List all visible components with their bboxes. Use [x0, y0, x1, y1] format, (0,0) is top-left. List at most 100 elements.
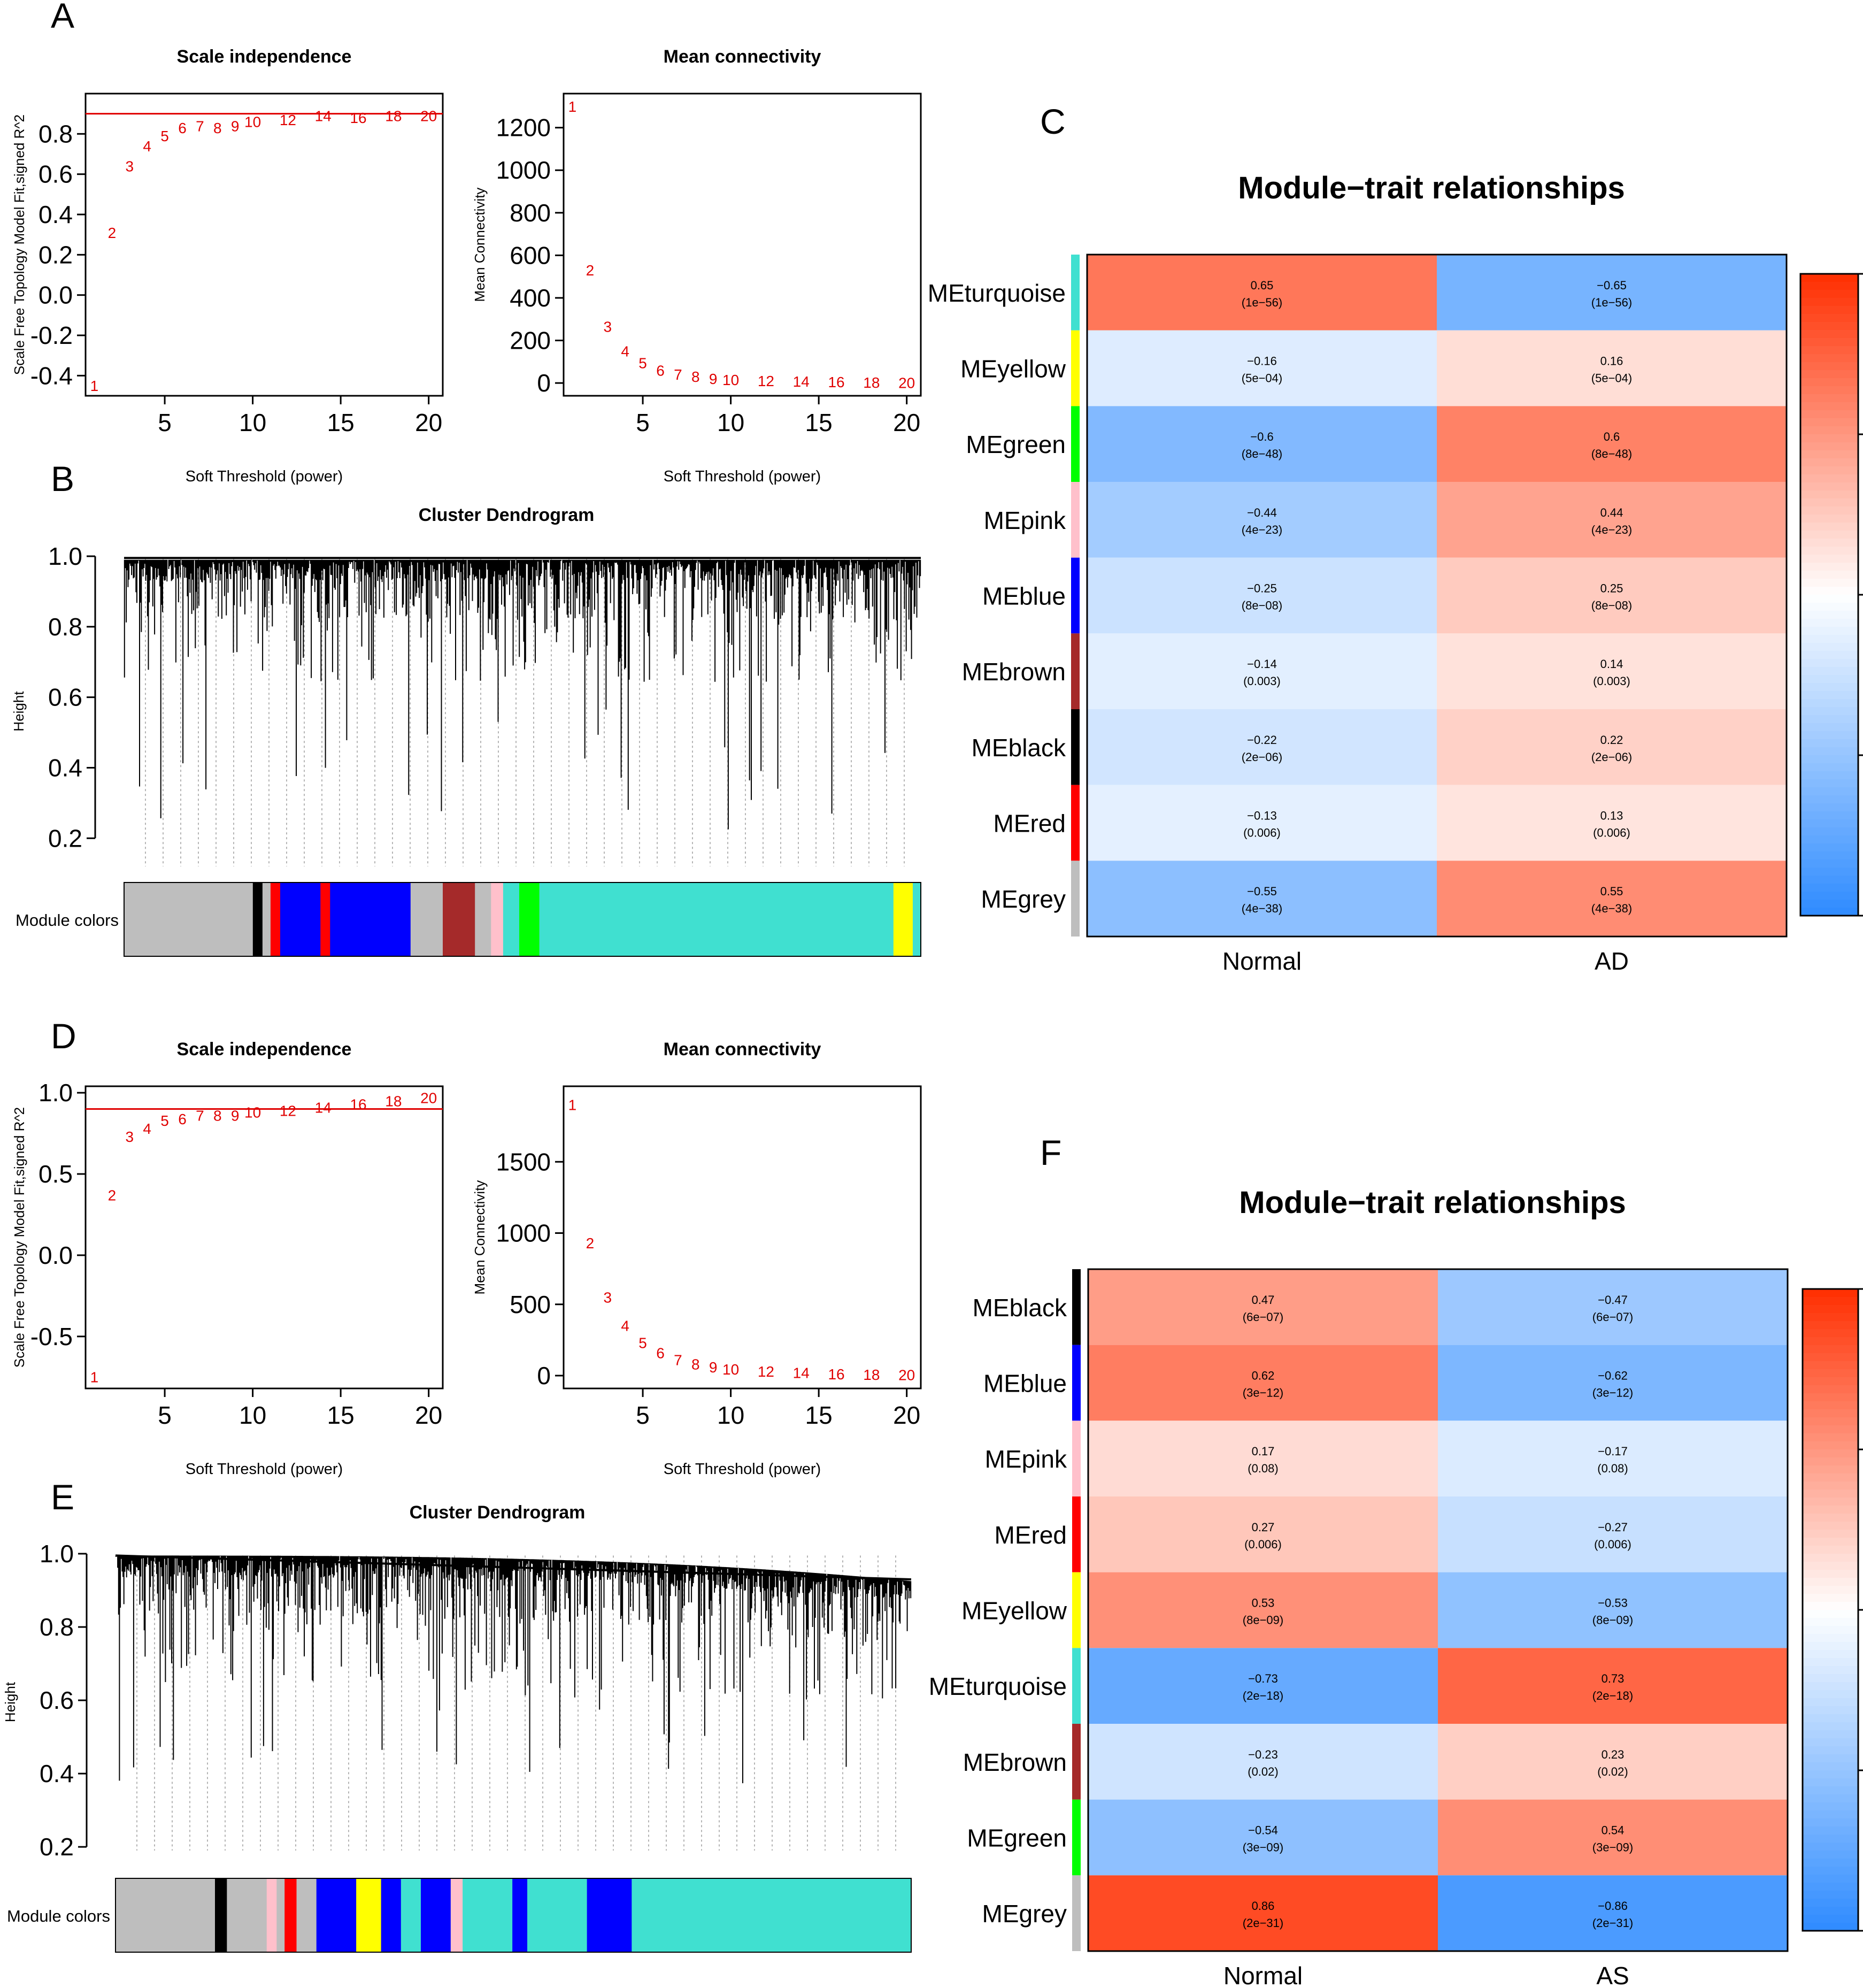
colorbar-step [1803, 1409, 1858, 1418]
heatmap-cell [1087, 557, 1437, 634]
colorbar-step [1803, 1506, 1858, 1514]
colorbar-step [1800, 531, 1858, 539]
y-tick-label: 0.4 [39, 201, 73, 228]
colorbar-step [1803, 1891, 1858, 1899]
panel-label-d: D [51, 1016, 76, 1056]
module-color-strip [1072, 1269, 1081, 1345]
colorbar-step [1803, 1851, 1858, 1859]
data-point-label: 9 [709, 371, 718, 387]
colorbar-step [1800, 346, 1858, 355]
colorbar-step [1803, 1321, 1858, 1330]
colorbar-step [1803, 1770, 1858, 1779]
module-bar-frame [115, 1878, 912, 1953]
colorbar-step [1800, 892, 1858, 900]
data-point-label: 4 [621, 1318, 629, 1334]
colorbar-step [1803, 1835, 1858, 1843]
cell-correlation: −0.23 [1248, 1748, 1278, 1761]
colorbar-step [1800, 691, 1858, 700]
cell-pvalue: (0.02) [1248, 1765, 1278, 1778]
x-tick-label: 15 [327, 1401, 355, 1429]
colorbar-step [1800, 595, 1858, 603]
y-axis-label: Mean Connectivity [472, 188, 488, 302]
data-point-label: 10 [722, 1361, 739, 1378]
module-color-segment [266, 1878, 277, 1952]
colorbar-step [1803, 1714, 1858, 1723]
data-point-label: 16 [350, 1096, 366, 1112]
colorbar-step [1800, 490, 1858, 499]
module-color-segment [491, 882, 504, 956]
colorbar-step [1800, 466, 1858, 475]
row-label: MEblack [973, 1294, 1067, 1322]
data-point-label: 7 [674, 1352, 682, 1369]
module-color-strip [1072, 1421, 1081, 1496]
x-tick-label: 10 [717, 409, 744, 436]
colorbar-step [1803, 1401, 1858, 1410]
module-color-segment [475, 882, 491, 956]
cell-correlation: 0.22 [1600, 733, 1623, 747]
y-tick-label: 0 [537, 1362, 551, 1390]
y-tick-label: -0.4 [30, 362, 73, 389]
cell-pvalue: (8e−09) [1592, 1614, 1633, 1627]
panel-label-f: F [1040, 1133, 1061, 1172]
data-point-label: 2 [108, 1187, 117, 1204]
y-axis-label: Scale Free Topology Model Fit,signed R^2 [11, 114, 27, 375]
heatmap-cell [1088, 1345, 1438, 1421]
module-color-segment [555, 882, 894, 956]
colorbar-step [1803, 1329, 1858, 1338]
colorbar-step [1800, 274, 1858, 282]
heatmap-title: Module−trait relationships [1238, 171, 1625, 205]
heatmap-cell [1088, 1799, 1438, 1876]
cell-pvalue: (3e−12) [1243, 1386, 1283, 1400]
cell-correlation: −0.6 [1250, 430, 1273, 443]
plot-title: Mean connectivity [664, 47, 821, 67]
module-color-segment [284, 1878, 297, 1952]
data-point-label: 1 [90, 1369, 99, 1386]
colorbar-step [1800, 715, 1858, 724]
colorbar-step [1803, 1457, 1858, 1466]
plot-frame [563, 1085, 922, 1390]
colorbar-step [1803, 1867, 1858, 1875]
cell-correlation: 0.62 [1252, 1369, 1275, 1383]
cell-correlation: 0.65 [1251, 279, 1274, 292]
cell-correlation: 0.14 [1600, 657, 1623, 671]
data-point-label: 6 [656, 362, 665, 379]
module-color-segment [893, 882, 913, 956]
colorbar-step [1803, 1313, 1858, 1322]
module-color-segment [316, 1878, 357, 1952]
colorbar-step [1803, 1546, 1858, 1554]
colorbar-step [1800, 434, 1858, 443]
data-point-label: 3 [125, 158, 134, 175]
colorbar-step [1800, 579, 1858, 587]
colorbar-step [1803, 1923, 1858, 1931]
cell-correlation: −0.73 [1248, 1672, 1278, 1685]
module-color-segment [450, 1878, 463, 1952]
colorbar-step [1803, 1562, 1858, 1570]
cell-correlation: 0.16 [1600, 355, 1623, 368]
y-tick-label: 1000 [496, 156, 551, 184]
heatmap-cell [1437, 633, 1787, 709]
module-color-segment [632, 1878, 912, 1952]
heatmap-cell [1087, 785, 1437, 861]
cell-correlation: 0.53 [1252, 1596, 1275, 1610]
heatmap-cell [1088, 1421, 1438, 1496]
dendrogram-merge-line [115, 1554, 912, 1580]
colorbar-step [1800, 354, 1858, 363]
y-tick-label: 400 [510, 284, 551, 312]
data-point-label: 8 [691, 369, 700, 385]
module-color-segment [539, 882, 556, 956]
module-color-segment [116, 1878, 215, 1952]
heatmap-cell [1088, 1724, 1438, 1800]
cell-pvalue: (2e−18) [1592, 1689, 1633, 1702]
row-label: MEred [995, 1521, 1067, 1549]
data-point-label: 14 [315, 108, 332, 124]
cell-correlation: 0.25 [1600, 582, 1623, 595]
x-tick-label: 5 [636, 1401, 650, 1429]
data-point-label: 2 [586, 1235, 595, 1252]
cell-pvalue: (2e−31) [1243, 1916, 1283, 1930]
colorbar-step [1800, 410, 1858, 419]
cell-correlation: −0.13 [1247, 809, 1277, 823]
colorbar-step [1800, 386, 1858, 395]
colorbar-step [1800, 908, 1858, 916]
heatmap-cell [1087, 709, 1437, 785]
